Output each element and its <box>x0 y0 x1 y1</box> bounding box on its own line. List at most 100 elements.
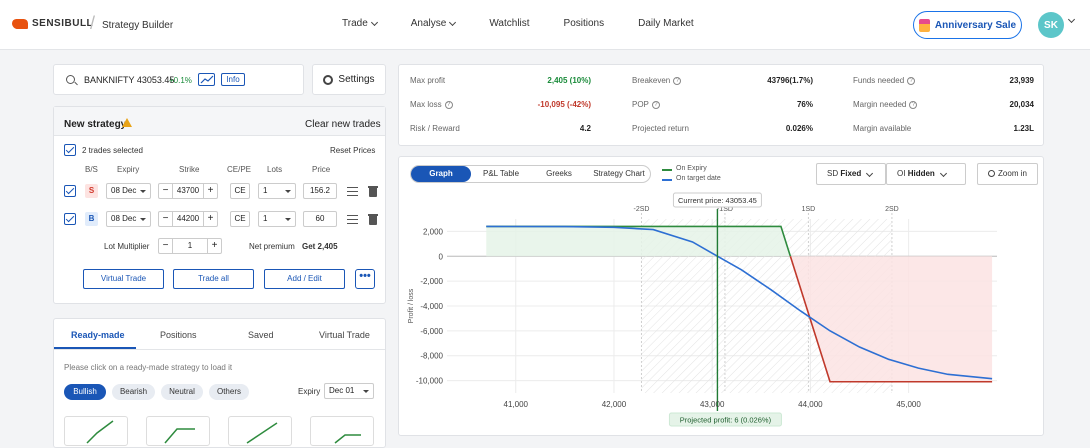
leg-checkbox[interactable] <box>64 185 76 197</box>
select-all-checkbox[interactable] <box>64 144 76 156</box>
tab-strategy-chart[interactable]: Strategy Chart <box>593 169 645 178</box>
chevron-down-icon <box>939 169 947 178</box>
menu-icon[interactable] <box>347 187 358 196</box>
readymade-expiry-select[interactable]: Dec 01 <box>324 383 374 399</box>
sd-label: SD <box>827 169 839 178</box>
clear-trades-button[interactable]: Clear new trades <box>305 119 381 130</box>
lot-multiplier-stepper[interactable]: − 1 + <box>158 238 222 254</box>
strategy-thumbnail[interactable] <box>146 416 210 446</box>
lots-select[interactable]: 1 <box>258 211 296 227</box>
chart-icon[interactable] <box>198 73 215 86</box>
strike-stepper[interactable]: −44200 + <box>158 211 218 227</box>
tab-readymade[interactable]: Ready-made <box>71 330 125 340</box>
avatar[interactable]: SK <box>1038 12 1064 38</box>
risk-reward-value: 4.2 <box>579 124 591 133</box>
sd-label: -2SD <box>633 206 649 213</box>
col-expiry: Expiry <box>117 165 140 174</box>
strategy-thumbnail[interactable] <box>228 416 292 446</box>
expiry-select[interactable]: 08 Dec <box>106 211 151 227</box>
filter-bullish[interactable]: Bullish <box>64 384 106 400</box>
oi-select[interactable]: OI Hidden <box>886 163 966 185</box>
strike-value: 44200 <box>176 214 200 223</box>
add-edit-button[interactable]: Add / Edit <box>264 269 345 289</box>
sd-label: -1SD <box>717 206 733 213</box>
price-input[interactable]: 60 <box>303 211 337 227</box>
more-options-button[interactable]: ••• <box>355 269 375 289</box>
lots-value: 1 <box>263 186 268 195</box>
help-icon[interactable]: ? <box>907 76 916 85</box>
breakeven-label: Breakeven? <box>632 76 682 85</box>
trade-all-button[interactable]: Trade all <box>173 269 254 289</box>
search-icon <box>66 75 75 84</box>
plus-icon[interactable]: + <box>203 184 217 198</box>
nav-trade[interactable]: Trade <box>342 18 378 29</box>
chart-labels: 2,000 0 -2,000 -4,000 -6,000 -8,000 -10,000 41,… <box>408 192 921 427</box>
tab-saved[interactable]: Saved <box>248 330 274 340</box>
trash-icon[interactable] <box>368 214 378 225</box>
option-type[interactable]: CE <box>230 183 250 199</box>
buy-badge[interactable]: B <box>85 212 98 226</box>
payoff-chart[interactable]: 2,000 0 -2,000 -4,000 -6,000 -8,000 -10,000 41,… <box>399 189 1043 429</box>
virtual-trade-button[interactable]: Virtual Trade <box>83 269 164 289</box>
strike-stepper[interactable]: −43700 + <box>158 183 218 199</box>
minus-icon[interactable]: − <box>159 239 173 253</box>
tab-graph[interactable]: Graph <box>411 166 471 182</box>
help-icon[interactable]: ? <box>651 100 660 109</box>
info-button[interactable]: Info <box>221 73 245 86</box>
trades-selected-text: 2 trades selected <box>82 146 143 155</box>
anniversary-sale-button[interactable]: Anniversary Sale <box>913 11 1022 39</box>
zoom-icon <box>988 170 996 178</box>
strategy-thumbnail[interactable] <box>310 416 374 446</box>
pop-text: POP <box>632 100 649 109</box>
settings-button[interactable]: Settings <box>312 64 386 95</box>
main-menu: Trade Analyse Watchlist Positions Daily … <box>342 18 728 29</box>
graph-tabs: Graph P&L Table Greeks Strategy Chart <box>410 165 651 183</box>
zoom-in-button[interactable]: Zoom in <box>977 163 1038 185</box>
caret-down-icon <box>140 218 146 221</box>
strategy-thumbnail[interactable] <box>64 416 128 446</box>
tab-pl-table[interactable]: P&L Table <box>482 169 520 178</box>
caret-down-icon <box>285 190 291 193</box>
chevron-down-icon[interactable] <box>1067 15 1076 24</box>
nav-watchlist[interactable]: Watchlist <box>489 18 529 29</box>
minus-icon[interactable]: − <box>159 212 173 226</box>
leg-checkbox[interactable] <box>64 213 76 225</box>
filter-others[interactable]: Others <box>209 384 249 400</box>
reset-prices-button[interactable]: Reset Prices <box>330 146 376 155</box>
option-type[interactable]: CE <box>230 211 250 227</box>
filter-bearish[interactable]: Bearish <box>112 384 155 400</box>
help-icon[interactable]: ? <box>673 76 682 85</box>
nav-analyse[interactable]: Analyse <box>411 18 457 29</box>
filter-neutral[interactable]: Neutral <box>161 384 203 400</box>
tab-positions[interactable]: Positions <box>160 330 197 340</box>
nav-positions[interactable]: Positions <box>564 18 605 29</box>
instrument-search[interactable]: BANKNIFTY 43053.45 +0.1% Info <box>53 64 304 95</box>
net-premium-value: Get 2,405 <box>302 242 338 251</box>
sell-badge[interactable]: S <box>85 184 98 198</box>
sensibull-logo[interactable]: SENSIBULL <box>12 18 93 29</box>
help-icon[interactable]: ? <box>909 100 918 109</box>
expiry-select[interactable]: 08 Dec <box>106 183 151 199</box>
current-price-box <box>672 192 762 208</box>
sd-select[interactable]: SD Fixed <box>816 163 886 185</box>
margin-needed-value: 20,034 <box>1009 100 1034 109</box>
margin-available-label: Margin available <box>853 124 912 133</box>
tab-greeks[interactable]: Greeks <box>546 169 572 178</box>
menu-icon[interactable] <box>347 215 358 224</box>
profit-area <box>486 226 791 257</box>
trash-icon[interactable] <box>368 186 378 197</box>
help-icon[interactable]: ? <box>444 100 453 109</box>
minus-icon[interactable]: − <box>159 184 173 198</box>
plus-icon[interactable]: + <box>207 239 221 253</box>
price-input[interactable]: 156.2 <box>303 183 337 199</box>
page-title: Strategy Builder <box>102 20 174 31</box>
lots-value: 1 <box>263 214 268 223</box>
funds-needed-value: 23,939 <box>1009 76 1034 85</box>
lots-select[interactable]: 1 <box>258 183 296 199</box>
tab-virtual-trade[interactable]: Virtual Trade <box>319 330 370 340</box>
oi-label: OI <box>897 169 906 178</box>
nav-daily-market[interactable]: Daily Market <box>638 18 694 29</box>
warning-icon[interactable] <box>122 118 132 127</box>
plus-icon[interactable]: + <box>203 212 217 226</box>
series-on-expiry-loss <box>789 256 993 383</box>
